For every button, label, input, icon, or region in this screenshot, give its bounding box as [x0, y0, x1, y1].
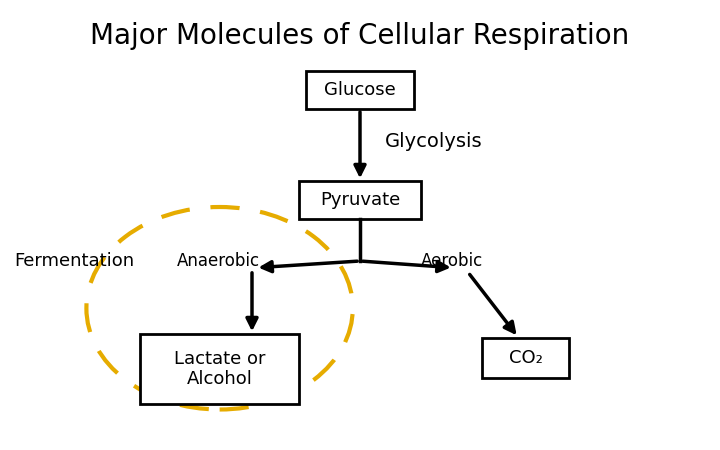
Text: Aerobic: Aerobic [421, 252, 483, 270]
Text: Glucose: Glucose [324, 81, 396, 99]
Text: Pyruvate: Pyruvate [320, 191, 400, 209]
Text: Fermentation: Fermentation [14, 252, 135, 270]
Text: Anaerobic: Anaerobic [176, 252, 259, 270]
Text: Major Molecules of Cellular Respiration: Major Molecules of Cellular Respiration [91, 22, 629, 50]
Text: Lactate or
Alcohol: Lactate or Alcohol [174, 350, 266, 388]
FancyBboxPatch shape [306, 71, 414, 109]
FancyBboxPatch shape [482, 338, 569, 378]
FancyBboxPatch shape [299, 181, 421, 219]
FancyBboxPatch shape [140, 334, 299, 404]
Text: Glycolysis: Glycolysis [385, 132, 483, 151]
Text: CO₂: CO₂ [508, 349, 543, 367]
